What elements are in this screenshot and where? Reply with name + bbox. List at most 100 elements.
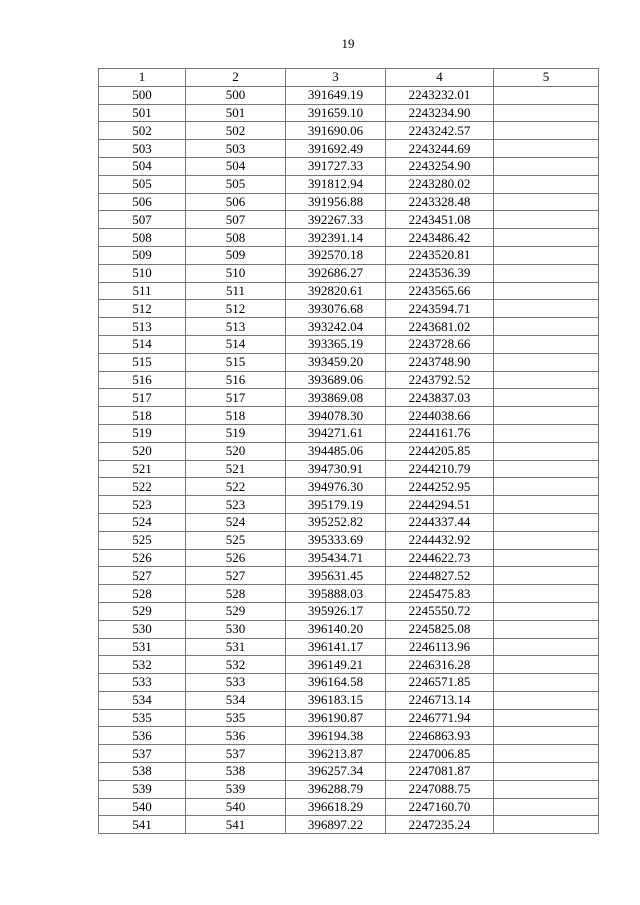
table-cell <box>493 495 599 514</box>
table-cell: 395631.45 <box>285 566 386 586</box>
table-cell: 533 <box>185 673 286 692</box>
table-row: 530 530 396140.20 2245825.08 <box>98 619 599 639</box>
table-row: 521 521 394730.91 2244210.79 <box>98 459 599 479</box>
table-cell: 393242.04 <box>285 317 386 336</box>
table-cell: 396183.15 <box>285 690 386 710</box>
table-cell: 2243328.48 <box>385 192 494 212</box>
table-cell: 504 <box>185 156 286 176</box>
table-cell <box>493 156 599 176</box>
table-cell <box>493 370 599 390</box>
table-cell: 536 <box>185 726 286 746</box>
table-cell: 535 <box>98 708 186 728</box>
table-cell <box>493 673 599 692</box>
table-cell: 539 <box>98 779 186 799</box>
table-cell: 396140.20 <box>285 619 386 639</box>
table-cell <box>493 352 599 372</box>
table-cell <box>493 477 599 497</box>
table-cell: 505 <box>98 174 186 194</box>
table-row: 513 513 393242.04 2243681.02 <box>98 317 599 336</box>
table-cell: 500 <box>98 85 186 105</box>
table-cell: 394485.06 <box>285 441 386 461</box>
table-cell: 396149.21 <box>285 655 386 675</box>
table-cell: 507 <box>185 210 286 230</box>
table-cell: 517 <box>98 388 186 408</box>
table-cell <box>493 210 599 230</box>
table-cell: 2244210.79 <box>385 459 494 479</box>
table-cell: 511 <box>98 281 186 301</box>
table-cell: 529 <box>98 601 186 621</box>
table-row: 520 520 394485.06 2244205.85 <box>98 441 599 461</box>
table-row: 512 512 393076.68 2243594.71 <box>98 299 599 319</box>
table-cell: 507 <box>98 210 186 230</box>
table-cell: 2247160.70 <box>385 797 494 817</box>
table-cell: 2245475.83 <box>385 584 494 603</box>
table-cell: 512 <box>98 299 186 319</box>
table-cell: 518 <box>98 406 186 425</box>
table-cell: 2244337.44 <box>385 512 494 532</box>
table-row: 541 541 396897.22 2247235.24 <box>98 815 599 835</box>
table-cell <box>493 690 599 710</box>
table-cell <box>493 779 599 799</box>
table-cell: 391690.06 <box>285 121 386 141</box>
table-cell: 537 <box>98 744 186 764</box>
table-row: 500 500 391649.19 2243232.01 <box>98 85 599 105</box>
table-cell: 537 <box>185 744 286 764</box>
table-row: 508 508 392391.14 2243486.42 <box>98 228 599 247</box>
table-cell <box>493 637 599 657</box>
table-cell: 2244294.51 <box>385 495 494 514</box>
table-cell: 393459.20 <box>285 352 386 372</box>
table-row: 528 528 395888.03 2245475.83 <box>98 584 599 603</box>
table-cell: 513 <box>185 317 286 336</box>
table-cell: 391727.33 <box>285 156 386 176</box>
table-row: 503 503 391692.49 2243244.69 <box>98 139 599 158</box>
table-cell: 2243536.39 <box>385 263 494 283</box>
table-cell: 523 <box>185 495 286 514</box>
column-header: 3 <box>285 68 386 87</box>
table-cell <box>493 281 599 301</box>
table-cell: 395888.03 <box>285 584 386 603</box>
table-cell <box>493 174 599 194</box>
table-cell <box>493 139 599 158</box>
table-cell: 514 <box>185 334 286 354</box>
column-header: 4 <box>385 68 494 87</box>
table-cell: 2244827.52 <box>385 566 494 586</box>
table-cell: 2243244.69 <box>385 139 494 158</box>
table-cell: 391659.10 <box>285 103 386 123</box>
table-cell: 526 <box>98 548 186 568</box>
table-cell: 503 <box>98 139 186 158</box>
table-cell: 530 <box>98 619 186 639</box>
table-cell: 521 <box>98 459 186 479</box>
table-cell: 396164.58 <box>285 673 386 692</box>
table-cell: 394271.61 <box>285 423 386 443</box>
table-cell: 531 <box>185 637 286 657</box>
table-row: 502 502 391690.06 2243242.57 <box>98 121 599 141</box>
table-cell: 393076.68 <box>285 299 386 319</box>
table-cell: 2243748.90 <box>385 352 494 372</box>
table-cell: 2244205.85 <box>385 441 494 461</box>
table-cell <box>493 655 599 675</box>
table-cell: 2243280.02 <box>385 174 494 194</box>
table-cell <box>493 762 599 781</box>
table-cell: 522 <box>185 477 286 497</box>
table-cell <box>493 121 599 141</box>
table-cell: 393689.06 <box>285 370 386 390</box>
table-cell: 524 <box>98 512 186 532</box>
table-cell <box>493 584 599 603</box>
column-header: 5 <box>493 68 599 87</box>
table-row: 523 523 395179.19 2244294.51 <box>98 495 599 514</box>
table-cell <box>493 317 599 336</box>
table-cell <box>493 512 599 532</box>
table-cell <box>493 530 599 550</box>
table-cell <box>493 263 599 283</box>
table-cell: 517 <box>185 388 286 408</box>
table-cell: 2245825.08 <box>385 619 494 639</box>
table-cell: 501 <box>98 103 186 123</box>
table-cell: 533 <box>98 673 186 692</box>
table-cell: 2243594.71 <box>385 299 494 319</box>
table-cell: 2247088.75 <box>385 779 494 799</box>
table-row: 540 540 396618.29 2247160.70 <box>98 797 599 817</box>
table-row: 516 516 393689.06 2243792.52 <box>98 370 599 390</box>
table-cell: 395179.19 <box>285 495 386 514</box>
table-cell: 513 <box>98 317 186 336</box>
